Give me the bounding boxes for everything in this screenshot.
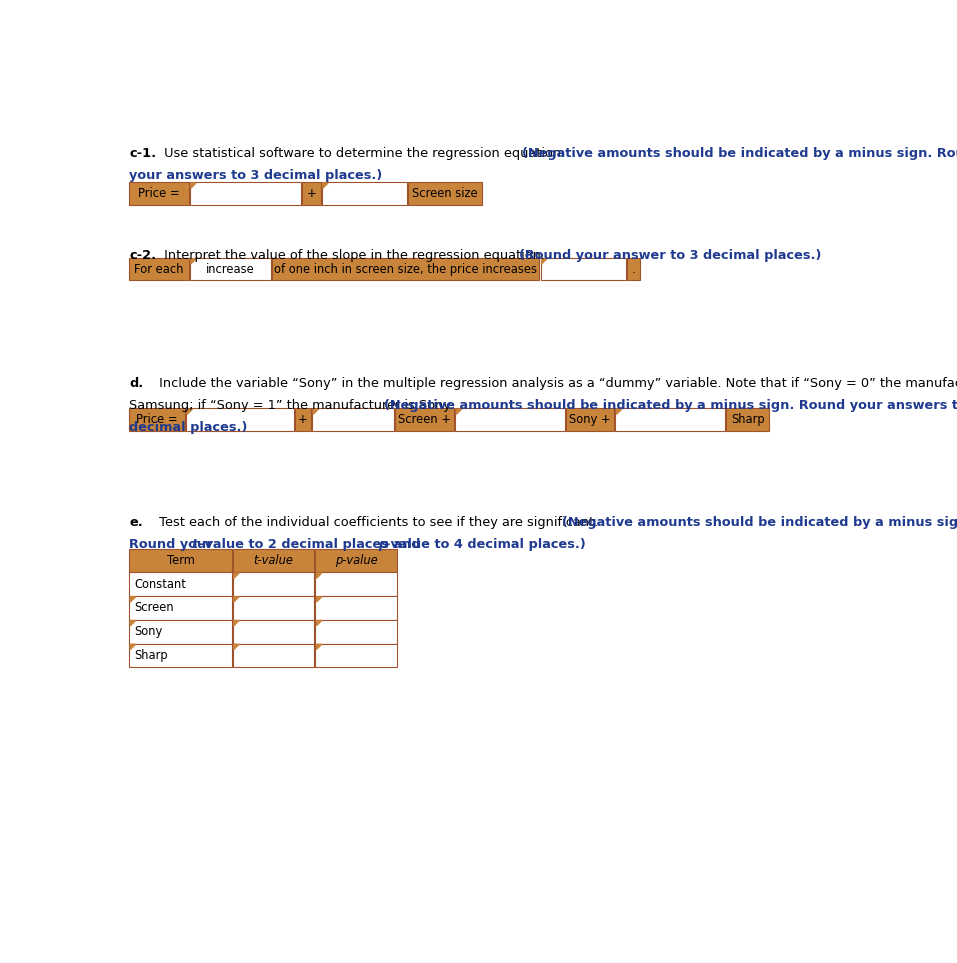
Polygon shape	[317, 644, 322, 649]
Polygon shape	[234, 573, 239, 578]
Bar	[129, 258, 189, 280]
Bar	[129, 549, 232, 572]
Polygon shape	[234, 620, 239, 626]
Bar	[615, 408, 725, 430]
Bar	[295, 408, 311, 430]
Text: Screen: Screen	[135, 602, 174, 614]
Text: (Negative amounts should be indicated by a minus sign. Round: (Negative amounts should be indicated by…	[522, 146, 957, 160]
Polygon shape	[190, 259, 196, 264]
Bar	[233, 572, 314, 596]
Text: For each: For each	[134, 263, 184, 275]
Polygon shape	[456, 409, 461, 414]
Text: +: +	[306, 187, 316, 200]
Text: of one inch in screen size, the price increases: of one inch in screen size, the price in…	[275, 263, 538, 275]
Bar	[456, 408, 565, 430]
Bar	[129, 596, 232, 620]
Bar	[302, 182, 321, 204]
Polygon shape	[190, 183, 196, 188]
Bar	[233, 643, 314, 667]
Text: +: +	[298, 413, 308, 426]
Text: Price =: Price =	[136, 413, 178, 426]
Text: Sony: Sony	[135, 625, 163, 638]
Bar	[567, 408, 614, 430]
Text: -value to 2 decimal places and: -value to 2 decimal places and	[199, 538, 425, 551]
Text: (Round your answer to 3 decimal places.): (Round your answer to 3 decimal places.)	[520, 249, 822, 262]
Text: Include the variable “Sony” in the multiple regression analysis as a “dummy” var: Include the variable “Sony” in the multi…	[155, 377, 957, 390]
Bar	[316, 643, 397, 667]
Bar	[541, 258, 626, 280]
Text: p-value: p-value	[335, 554, 378, 567]
Text: c-1.: c-1.	[129, 146, 156, 160]
Bar	[273, 258, 540, 280]
Text: Sharp: Sharp	[135, 649, 168, 662]
Bar	[233, 620, 314, 643]
Polygon shape	[130, 644, 136, 649]
Polygon shape	[234, 597, 239, 602]
Polygon shape	[323, 183, 328, 188]
Polygon shape	[317, 597, 322, 602]
Bar	[316, 596, 397, 620]
Text: Use statistical software to determine the regression equation.: Use statistical software to determine th…	[161, 146, 569, 160]
Text: p: p	[378, 538, 387, 551]
Text: Sharp: Sharp	[731, 413, 765, 426]
Text: -value to 4 decimal places.): -value to 4 decimal places.)	[385, 538, 586, 551]
Text: Samsung; if “Sony = 1” the manufacturer is Sony.: Samsung; if “Sony = 1” the manufacturer …	[129, 399, 457, 412]
Text: Screen +: Screen +	[398, 413, 451, 426]
Bar	[186, 408, 294, 430]
Bar	[129, 182, 189, 204]
Polygon shape	[313, 409, 319, 414]
Polygon shape	[542, 259, 546, 264]
Text: d.: d.	[129, 377, 144, 390]
Text: Price =: Price =	[138, 187, 180, 200]
Polygon shape	[130, 597, 136, 602]
Text: decimal places.): decimal places.)	[129, 421, 248, 434]
Bar	[312, 408, 393, 430]
Text: your answers to 3 decimal places.): your answers to 3 decimal places.)	[129, 169, 383, 182]
Bar	[189, 258, 271, 280]
Bar	[233, 596, 314, 620]
Text: Screen size: Screen size	[412, 187, 478, 200]
Polygon shape	[616, 409, 622, 414]
Text: .: .	[632, 263, 635, 275]
Text: Constant: Constant	[135, 578, 187, 590]
Text: increase: increase	[206, 263, 255, 275]
Bar	[129, 408, 185, 430]
Bar	[189, 182, 300, 204]
Text: e.: e.	[129, 516, 143, 529]
Bar	[322, 182, 407, 204]
Bar	[129, 620, 232, 643]
Bar	[316, 620, 397, 643]
Bar	[129, 643, 232, 667]
Polygon shape	[317, 573, 322, 578]
Text: (Negative amounts should be indicated by a minus sign. Round your answers to 3: (Negative amounts should be indicated by…	[384, 399, 957, 412]
Text: t-value: t-value	[254, 554, 294, 567]
Text: (Negative amounts should be indicated by a minus sign.: (Negative amounts should be indicated by…	[563, 516, 957, 529]
Bar	[233, 549, 314, 572]
Text: c-2.: c-2.	[129, 249, 156, 262]
Text: Sony +: Sony +	[569, 413, 611, 426]
Bar	[395, 408, 455, 430]
Polygon shape	[234, 644, 239, 649]
Text: Term: Term	[167, 554, 194, 567]
Bar	[627, 258, 640, 280]
Polygon shape	[130, 620, 136, 626]
Text: Interpret the value of the slope in the regression equation.: Interpret the value of the slope in the …	[161, 249, 549, 262]
Text: t: t	[191, 538, 198, 551]
Text: Test each of the individual coefficients to see if they are significant.: Test each of the individual coefficients…	[155, 516, 603, 529]
Text: Round your: Round your	[129, 538, 217, 551]
Bar	[726, 408, 769, 430]
Polygon shape	[188, 409, 192, 414]
Polygon shape	[317, 620, 322, 626]
Bar	[408, 182, 482, 204]
Bar	[129, 572, 232, 596]
Bar	[316, 549, 397, 572]
Bar	[316, 572, 397, 596]
